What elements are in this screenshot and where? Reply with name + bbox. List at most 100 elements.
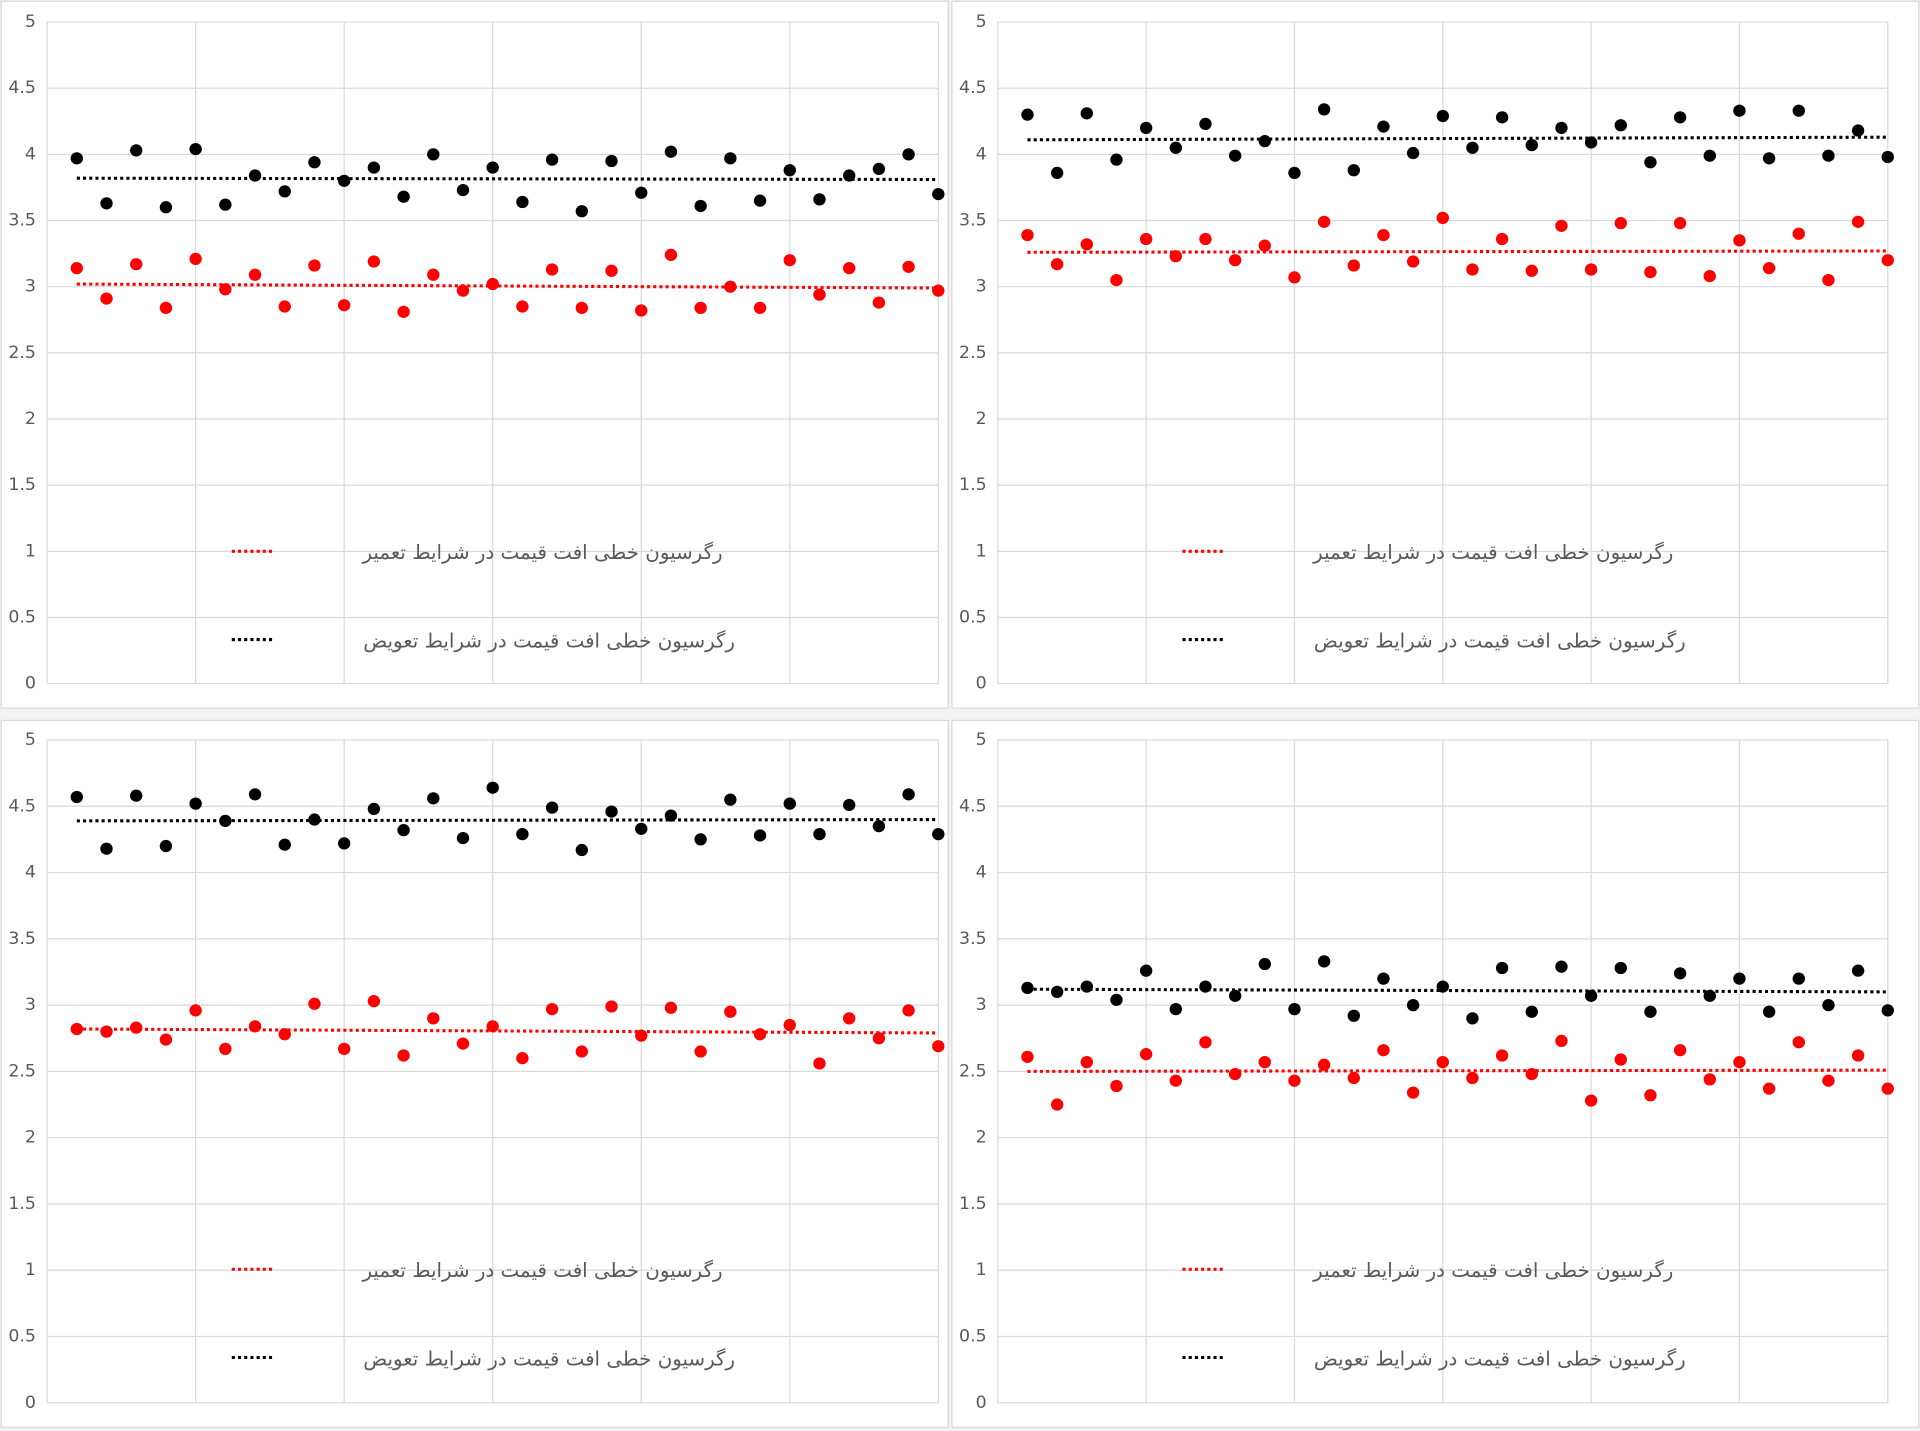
y-tick-label: 2.5 — [959, 1061, 987, 1081]
point — [278, 1028, 291, 1041]
y-tick-label: 2.5 — [8, 1061, 36, 1081]
point — [724, 793, 737, 806]
y-tick-label: 2.5 — [959, 343, 987, 363]
point — [1377, 1044, 1390, 1057]
point — [1080, 980, 1093, 993]
point — [70, 152, 84, 165]
point — [100, 1025, 113, 1038]
point — [456, 183, 470, 197]
point — [486, 161, 499, 174]
point — [753, 301, 767, 314]
point — [1347, 1009, 1360, 1022]
point — [1673, 967, 1687, 980]
point — [278, 185, 291, 198]
point — [516, 195, 529, 209]
point — [308, 997, 321, 1010]
y-tick-label: 3 — [976, 995, 987, 1015]
y-tick-label: 0 — [976, 674, 987, 694]
point — [248, 1020, 262, 1033]
point — [694, 199, 707, 213]
y-tick-label: 1.5 — [959, 475, 987, 495]
legend-label: رگرسیون خطی افت قیمت در شرایط تعمیر — [1312, 541, 1673, 564]
point — [70, 1022, 84, 1036]
point — [932, 827, 945, 841]
point — [219, 814, 232, 827]
trend-line — [1027, 987, 1888, 994]
point — [456, 831, 470, 845]
point — [605, 264, 618, 277]
point — [783, 1018, 796, 1032]
point — [1021, 1050, 1034, 1063]
y-tick-label: 1.5 — [8, 1194, 36, 1214]
point — [902, 148, 915, 161]
point — [130, 789, 143, 802]
legend-label: رگرسیون خطی افت قیمت در شرایط تعمیر — [1312, 1259, 1673, 1282]
point — [1584, 263, 1598, 276]
point — [1644, 1089, 1657, 1102]
point — [219, 283, 232, 296]
point — [1525, 264, 1538, 277]
point — [1050, 985, 1064, 998]
point — [783, 797, 796, 810]
trend-line — [1027, 1068, 1888, 1073]
point — [1317, 1058, 1331, 1071]
point — [1169, 141, 1182, 154]
point — [1466, 263, 1479, 276]
point — [1436, 109, 1449, 123]
point — [1881, 1004, 1894, 1017]
point — [486, 277, 499, 291]
point — [1139, 1048, 1153, 1061]
trend-line — [1027, 249, 1888, 254]
point — [337, 1042, 351, 1056]
y-tick-label: 3.5 — [959, 929, 987, 949]
y-tick-label: 1 — [25, 541, 36, 561]
y-tick-label: 4.5 — [8, 78, 36, 98]
point — [1555, 1034, 1568, 1048]
point — [1021, 108, 1034, 121]
point — [1050, 166, 1064, 180]
y-tick-label: 1 — [25, 1260, 36, 1280]
point — [1050, 258, 1064, 271]
point — [1673, 111, 1687, 124]
point — [1703, 989, 1716, 1002]
point — [635, 304, 648, 317]
y-tick-label: 4 — [976, 863, 987, 883]
point — [545, 263, 559, 276]
trend-line — [76, 1027, 939, 1035]
point — [1228, 149, 1242, 162]
point — [545, 153, 559, 166]
y-tick-label: 3 — [25, 995, 36, 1015]
point — [427, 792, 440, 805]
point — [159, 839, 173, 853]
point — [1525, 1067, 1538, 1081]
point — [1199, 1036, 1212, 1049]
point — [1792, 972, 1805, 985]
y-tick-label: 4 — [976, 144, 987, 164]
point — [1644, 156, 1657, 169]
point — [367, 255, 381, 268]
point — [1733, 972, 1746, 985]
point — [1169, 1002, 1182, 1016]
point — [1792, 104, 1805, 117]
point — [724, 152, 737, 165]
point — [1495, 1049, 1509, 1062]
point — [1762, 262, 1776, 275]
point — [1406, 999, 1420, 1012]
point — [1466, 1071, 1479, 1085]
panel — [0, 0, 949, 709]
point — [1317, 103, 1331, 116]
point — [1673, 1044, 1687, 1057]
point — [219, 1042, 232, 1056]
point — [130, 144, 143, 157]
point — [1555, 121, 1568, 135]
point — [842, 798, 856, 812]
y-tick-label: 1.5 — [959, 1194, 987, 1214]
point — [397, 190, 410, 203]
point — [159, 201, 173, 214]
y-tick-label: 0.5 — [8, 1327, 36, 1347]
point — [1169, 1074, 1182, 1087]
point — [1080, 238, 1093, 251]
point — [1347, 164, 1360, 177]
y-tick-label: 5 — [976, 12, 987, 32]
point — [1377, 972, 1390, 985]
